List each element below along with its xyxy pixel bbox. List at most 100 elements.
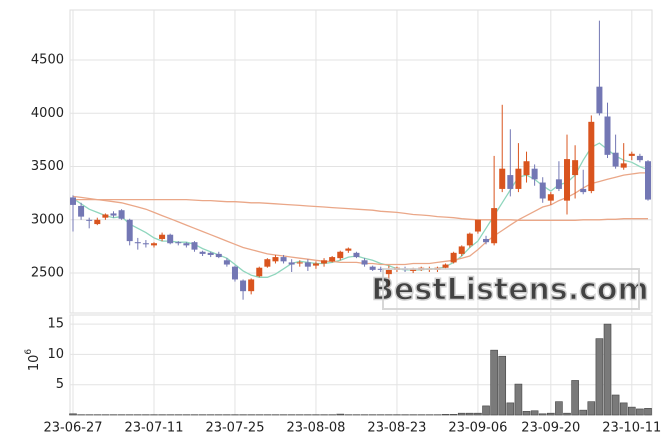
candle-body [474, 219, 481, 232]
volume-bar [636, 408, 644, 416]
volume-bar [336, 413, 345, 416]
candle-body [126, 219, 133, 242]
candle-body [134, 242, 141, 244]
price-frame [69, 9, 653, 314]
candle-body [159, 234, 166, 239]
candle-body [240, 280, 247, 292]
candle-body [466, 233, 473, 246]
candle-body [612, 152, 619, 167]
volume-bar [644, 408, 652, 416]
moving-average [73, 198, 648, 221]
volume-bar [579, 409, 588, 416]
candle-body [458, 246, 465, 254]
volume-bar [69, 413, 77, 416]
candle-body [483, 238, 490, 243]
candle-body [353, 252, 360, 258]
volume-bar [611, 394, 620, 416]
x-tick-label: 23-10-11 [602, 421, 661, 436]
candle-body [450, 252, 457, 263]
volume-bar [474, 412, 482, 416]
candle-body [507, 175, 514, 189]
candle-body [385, 269, 392, 275]
unit-exponent: 6 [24, 349, 34, 355]
candle-body [102, 214, 109, 218]
candle-body [564, 159, 571, 201]
volume-unit: 106 [24, 349, 42, 372]
candle-body [78, 205, 85, 217]
volume-bar [506, 402, 515, 416]
y-tick-label: 15 [47, 317, 64, 332]
volume-bar [522, 411, 531, 416]
candle-body [248, 279, 255, 292]
candle-body [345, 248, 352, 251]
candle-body [223, 260, 230, 265]
y-tick-label: 4000 [31, 106, 64, 121]
candle-body [110, 213, 117, 216]
candle-body [312, 263, 319, 266]
volume-bar [441, 414, 450, 416]
candle-body [604, 116, 611, 155]
y-tick-label: 3500 [31, 159, 64, 174]
x-tick-label: 23-07-11 [124, 421, 183, 436]
y-tick-label: 4500 [31, 53, 64, 68]
x-tick-label: 23-07-25 [205, 421, 264, 436]
candle-body [296, 262, 303, 264]
volume-bar [466, 412, 474, 416]
candle-body [207, 252, 214, 255]
volume-bar [482, 405, 490, 416]
candle-body [142, 243, 149, 245]
candle-body [636, 155, 643, 161]
y-tick-label: 10 [47, 347, 64, 362]
candle-body [231, 266, 238, 280]
moving-average [72, 172, 648, 266]
volume-bar [538, 413, 547, 416]
candle-body [377, 268, 384, 270]
volume-bar [587, 401, 596, 416]
candle-body [288, 262, 295, 265]
watermark-frame [382, 268, 640, 310]
candle-body [499, 168, 506, 189]
candle-body [531, 168, 538, 180]
candle-body [304, 262, 311, 267]
candle-body [580, 188, 587, 193]
candle-body [369, 266, 376, 270]
candle-body [199, 251, 206, 254]
y-tick-label: 5 [56, 377, 64, 392]
candle-body [150, 243, 157, 246]
candle-body [361, 260, 368, 265]
candle-body [588, 121, 595, 192]
candle-body [539, 182, 546, 199]
volume-bar [595, 338, 604, 416]
unit-base: 10 [27, 355, 42, 372]
x-tick-label: 23-08-23 [367, 421, 426, 436]
candle-body [167, 234, 174, 244]
candle-body [515, 168, 522, 189]
volume-bar [498, 355, 507, 416]
watermark: BestListens.com [371, 273, 649, 308]
candle-body [272, 257, 279, 262]
candle-body [175, 242, 182, 244]
y-tick-label: 3000 [31, 212, 64, 227]
volume-frame [69, 314, 653, 416]
candle-body [523, 161, 530, 176]
candle-body [596, 86, 603, 114]
volume-bar [457, 412, 466, 416]
candle-body [86, 219, 93, 221]
candle-body [620, 163, 627, 168]
y-tick-label: 2500 [31, 266, 64, 281]
volume-bar [628, 406, 636, 416]
volume-bar [619, 402, 628, 416]
candle-body [183, 243, 190, 246]
candle-body [547, 194, 554, 201]
candle-body [70, 197, 76, 205]
volume-bar [490, 349, 498, 416]
candle-body [337, 251, 344, 259]
candle-body [442, 264, 449, 268]
candle-body [256, 267, 263, 277]
x-tick-label: 23-09-20 [521, 421, 580, 436]
volume-bar [530, 410, 539, 416]
candle-body [264, 259, 271, 267]
candle-body [191, 242, 198, 250]
